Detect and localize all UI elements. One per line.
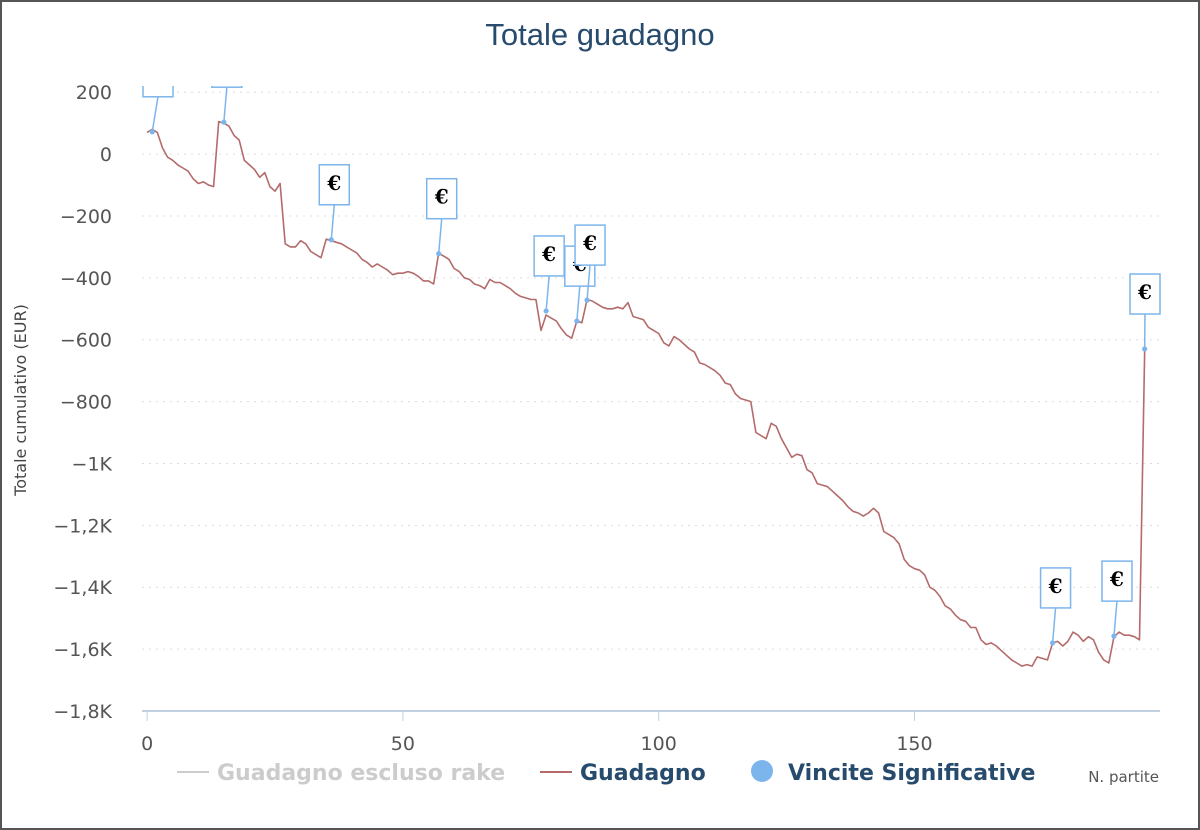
- x-axis-label: N. partite: [1088, 768, 1159, 786]
- data-point[interactable]: [1142, 346, 1148, 352]
- data-point[interactable]: [221, 119, 227, 125]
- flag-box: [318, 164, 351, 206]
- legend-label: Guadagno escluso rake: [217, 761, 505, 786]
- data-point[interactable]: [574, 318, 580, 324]
- legend-item-guadagno-escluso-rake[interactable]: Guadagno escluso rake: [177, 761, 505, 786]
- x-tick-label: 0: [141, 733, 153, 755]
- y-tick-label: 200: [76, 82, 112, 104]
- flag-stem: [576, 286, 581, 322]
- flag-box: [533, 235, 565, 277]
- x-tick-label: 150: [896, 733, 932, 755]
- x-tick-label: 50: [391, 733, 415, 755]
- data-point[interactable]: [328, 237, 334, 243]
- y-tick-label: 0: [100, 144, 112, 166]
- legend-item-guadagno[interactable]: Guadagno: [540, 761, 706, 786]
- flag-label: €: [582, 231, 597, 255]
- legend-label: Guadagno: [580, 761, 706, 786]
- significant-win-flag[interactable]: €: [1101, 560, 1133, 639]
- significant-win-flag[interactable]: €: [318, 164, 351, 243]
- flag-box: [1129, 273, 1161, 315]
- y-axis-ticks: 200 0 −200 −400 −600 −800 −1K −1,2K −1,4K −1,6K −1…: [53, 82, 112, 723]
- legend-label: Vincite Significative: [788, 761, 1035, 786]
- flag-box: [1101, 560, 1133, 602]
- data-point[interactable]: [1049, 640, 1056, 646]
- legend-item-vincite-significative[interactable]: Vincite Significative: [751, 760, 1035, 786]
- grid-lines: [142, 91, 1160, 650]
- significant-win-flag[interactable]: €: [574, 224, 606, 303]
- flag-label: €: [1137, 280, 1152, 304]
- flag-stem: [586, 265, 591, 301]
- legend: Guadagno escluso rake Guadagno Vincite S…: [177, 760, 1035, 786]
- significant-win-flag[interactable]: €: [1129, 273, 1161, 352]
- y-tick-label: −800: [60, 392, 112, 414]
- significant-win-flag[interactable]: €: [1039, 567, 1072, 646]
- significant-win-flag[interactable]: €: [533, 235, 565, 314]
- y-tick-label: −400: [60, 268, 112, 290]
- flag-box: [1039, 567, 1072, 609]
- data-point[interactable]: [436, 251, 442, 257]
- data-point[interactable]: [149, 129, 155, 135]
- x-axis-ticks: 0 50 100 150: [141, 711, 933, 755]
- legend-dot-icon: [751, 760, 773, 782]
- flag-label: €: [1109, 567, 1124, 591]
- data-point[interactable]: [584, 297, 590, 303]
- flag-stem: [1051, 607, 1057, 643]
- flag-label: €: [326, 171, 341, 195]
- flag-stem: [223, 87, 228, 123]
- flag-stem: [1113, 601, 1118, 637]
- flag-label: €: [219, 53, 234, 77]
- flag-stem: [437, 218, 443, 254]
- flag-markers: €€€€€€€€€€: [142, 47, 1161, 646]
- y-tick-label: −1,6K: [53, 639, 112, 661]
- flag-box: [425, 177, 458, 220]
- y-tick-label: −1K: [72, 453, 113, 475]
- significant-win-flag[interactable]: €: [142, 57, 174, 135]
- y-tick-label: −600: [60, 330, 112, 352]
- flag-box: [211, 86, 243, 88]
- flag-label: €: [1048, 574, 1063, 598]
- y-tick-label: −1,8K: [53, 701, 112, 723]
- flag-box: [574, 224, 606, 266]
- flag-stem: [151, 96, 159, 132]
- y-tick-label: −1,2K: [53, 515, 112, 537]
- flag-stem: [545, 275, 550, 312]
- flag-label: €: [150, 63, 165, 87]
- flag-label: €: [434, 185, 449, 209]
- y-axis-label: Totale cumulativo (EUR): [11, 304, 30, 497]
- series-line-guadagno[interactable]: [146, 120, 1146, 667]
- flag-stem: [330, 204, 336, 240]
- y-tick-label: −200: [60, 206, 112, 228]
- y-tick-label: −1,4K: [53, 577, 112, 599]
- significant-win-flag[interactable]: €: [425, 177, 458, 257]
- data-point[interactable]: [1111, 633, 1117, 639]
- chart-title: Totale guadagno: [485, 17, 714, 52]
- significant-win-flag[interactable]: €: [211, 47, 243, 125]
- x-tick-label: 100: [641, 733, 677, 755]
- flag-box: [142, 86, 174, 98]
- flag-label: €: [541, 242, 556, 266]
- plot-area: [146, 120, 1146, 667]
- data-point[interactable]: [543, 308, 549, 314]
